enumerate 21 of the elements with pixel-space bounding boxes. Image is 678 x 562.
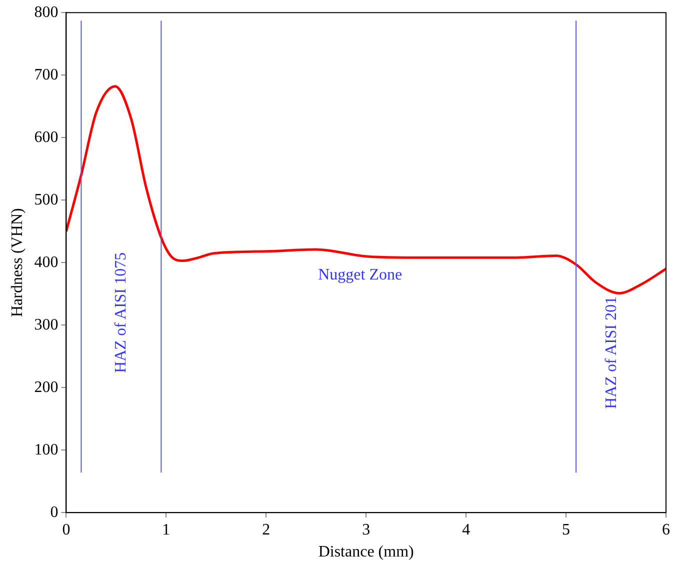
x-tick-label: 1 bbox=[162, 521, 170, 538]
y-tick-label: 600 bbox=[34, 128, 58, 146]
x-tick-label: 0 bbox=[62, 521, 70, 538]
x-tick-label: 6 bbox=[662, 521, 670, 538]
y-tick-label: 300 bbox=[34, 316, 58, 334]
annotation: HAZ of AISI 201 bbox=[603, 296, 620, 409]
y-tick-label: 400 bbox=[34, 254, 58, 271]
x-tick-label: 2 bbox=[262, 521, 270, 538]
y-tick-label: 0 bbox=[50, 504, 58, 521]
y-tick-label: 500 bbox=[34, 191, 58, 208]
y-tick-label: 200 bbox=[34, 378, 58, 396]
annotation: Nugget Zone bbox=[318, 266, 402, 284]
x-axis-title: Distance (mm) bbox=[318, 544, 414, 561]
annotation: HAZ of AISI 1075 bbox=[112, 252, 130, 373]
y-tick-label: 800 bbox=[34, 4, 58, 21]
y-tick-label: 100 bbox=[34, 441, 58, 458]
x-tick-label: 4 bbox=[462, 521, 470, 538]
y-tick-label: 700 bbox=[34, 66, 58, 84]
x-tick-label: 5 bbox=[562, 521, 570, 538]
y-axis-title: Hardness (VHN) bbox=[8, 208, 26, 318]
x-tick-label: 3 bbox=[362, 521, 370, 538]
